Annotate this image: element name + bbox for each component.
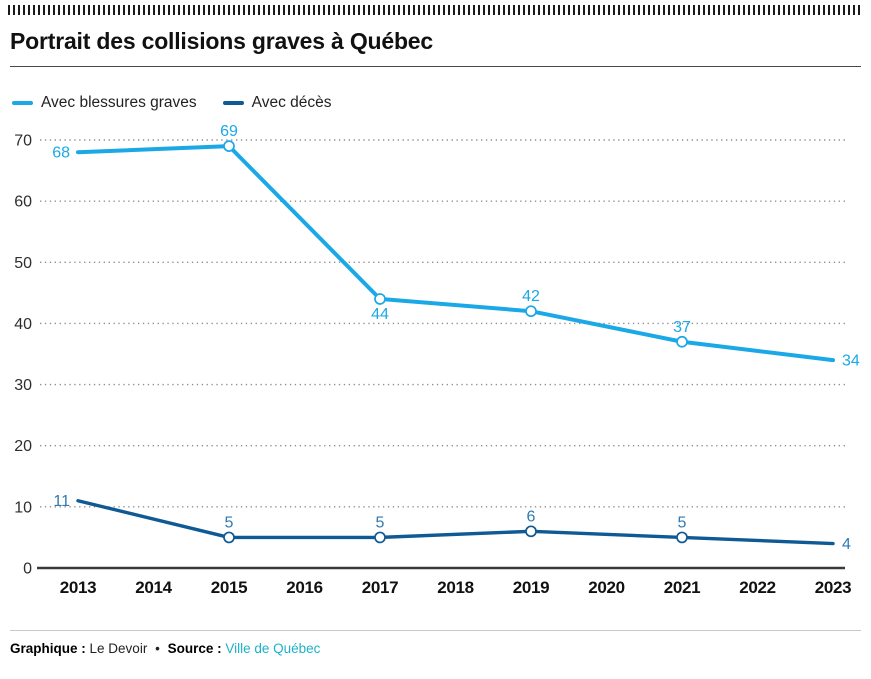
point-label: 37 [673,319,691,336]
x-tick-label: 2017 [362,578,399,597]
y-tick-label: 20 [14,438,32,455]
source-link[interactable]: Ville de Québec [225,641,321,656]
legend: Avec blessures graves Avec décès [12,94,861,112]
point-label: 34 [842,353,860,370]
point-marker [374,531,386,544]
point-marker [374,293,386,305]
line-chart: 0 10 20 30 40 50 60 70 2013 2014 2015 2016 2017 2018 2… [14,125,860,597]
x-tick-label: 2013 [60,578,97,597]
top-dashed-border [8,5,863,15]
point-label: 44 [371,306,389,323]
x-tick-label: 2015 [211,578,248,597]
point-marker [525,305,537,318]
point-label: 68 [52,145,70,162]
series-line-deces [76,499,835,546]
page-title: Portrait des collisions graves à Québec [10,28,433,54]
series-line-blessures [76,144,835,363]
x-tick-label: 2014 [135,578,172,597]
y-tick-label: 60 [14,194,32,211]
point-label: 69 [220,125,238,140]
x-tick-label: 2020 [588,578,625,597]
x-tick-label: 2019 [513,578,550,597]
y-tick-label: 10 [14,499,32,516]
x-tick-label: 2022 [739,578,776,597]
legend-label-deces: Avec décès [251,94,332,111]
point-label: 42 [522,288,540,305]
y-tick-label: 0 [23,561,32,578]
footer-credits: Graphique : Le Devoir • Source : Ville d… [10,641,861,656]
credit-separator: • [155,641,160,656]
y-tick-label: 50 [14,255,32,272]
point-label: 11 [53,493,70,510]
credit-value: Le Devoir [89,641,148,656]
legend-item-blessures: Avec blessures graves [12,94,197,112]
legend-swatch-deces [222,101,244,105]
point-marker [525,525,537,538]
legend-label-blessures: Avec blessures graves [41,94,197,111]
point-marker [676,531,688,544]
source-label: Source : [167,641,222,656]
point-marker [223,140,235,152]
footer-divider [10,630,861,631]
point-label: 5 [225,514,234,531]
point-marker [676,335,688,348]
point-label: 5 [678,514,687,531]
y-tick-label: 30 [14,377,32,394]
y-tick-label: 70 [14,133,32,150]
point-label: 4 [842,536,851,553]
x-tick-label: 2023 [815,578,852,597]
point-marker [223,531,235,544]
y-tick-label: 40 [14,316,32,333]
point-label: 6 [527,508,536,525]
x-tick-label: 2021 [664,578,701,597]
credit-label: Graphique : [10,641,86,656]
legend-item-deces: Avec décès [222,94,332,112]
point-label: 5 [376,514,385,531]
x-tick-label: 2016 [286,578,323,597]
x-tick-label: 2018 [437,578,474,597]
title-divider [10,66,861,67]
legend-swatch-blessures [12,101,33,105]
chart-card: Portrait des collisions graves à Québec … [0,5,871,679]
